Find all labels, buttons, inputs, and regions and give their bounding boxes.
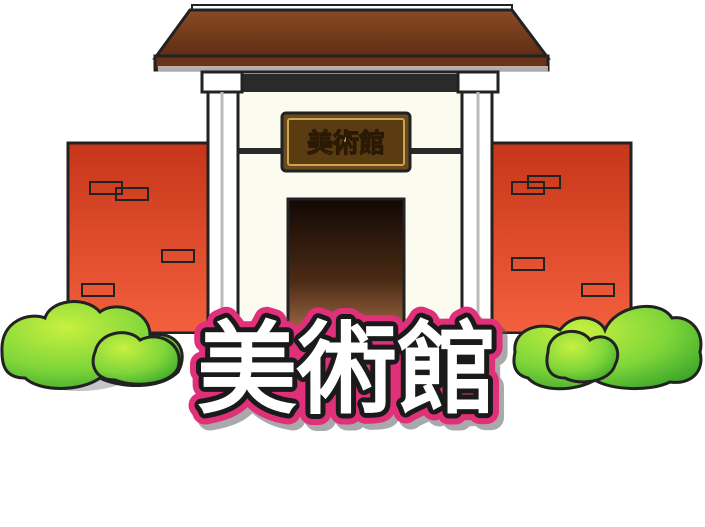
right-pillar [456, 70, 500, 336]
plaque-label: 美術館 [307, 128, 385, 159]
roof [152, 4, 551, 72]
title-inner-stroke: 美術館 [197, 311, 497, 428]
title-outline: 美術館 [197, 311, 497, 428]
left-pillar [200, 70, 244, 336]
left-brick-wall [66, 141, 220, 335]
left-bush [0, 300, 184, 391]
museum-title: 美術館 美術館 美術館 美術館 [186, 300, 513, 445]
right-bush [512, 304, 703, 391]
right-brick-wall [486, 141, 633, 335]
museum-plaque: 美術館 [280, 111, 412, 173]
title-text: 美術館 [197, 311, 497, 428]
title-shadow: 美術館 [202, 317, 502, 434]
doorway[interactable] [286, 197, 406, 336]
